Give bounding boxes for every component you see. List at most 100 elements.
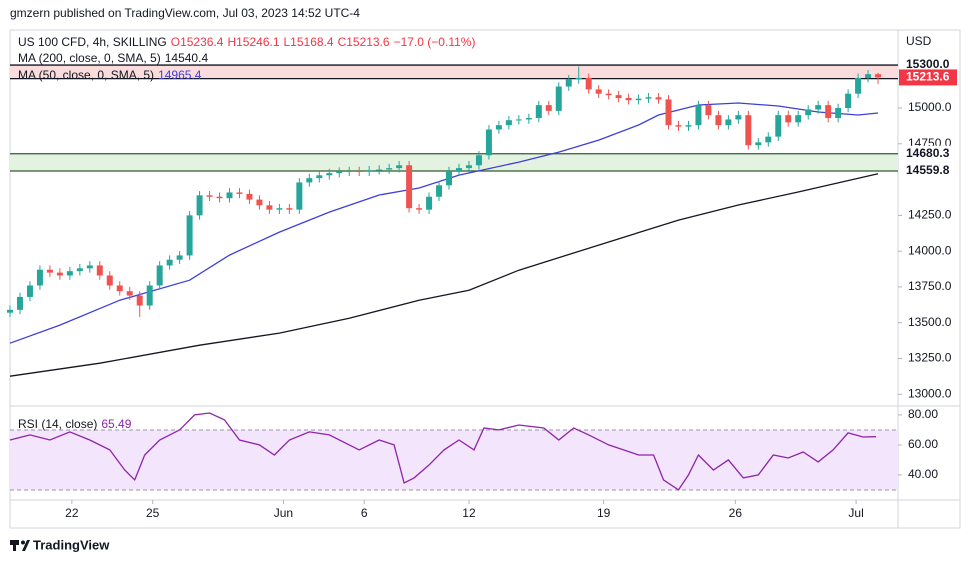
y-tick-label: 60.00: [908, 437, 938, 451]
price-pane: 13000.0 13250.0 13500.0 13750.0 14000.0 14250…: [7, 57, 957, 520]
candle-body: [96, 265, 103, 276]
candle-body: [455, 168, 462, 171]
candle-body: [76, 268, 83, 272]
candle-body: [176, 255, 183, 260]
candle-body: [386, 168, 393, 170]
candle-body: [765, 136, 772, 143]
legend-ma50: MA (50, close, 0, SMA, 5) 14965.4: [18, 68, 205, 82]
candle-body: [356, 170, 363, 172]
candle-body: [815, 105, 822, 110]
candle-body: [585, 77, 592, 90]
y-tick-label: 15000.0: [908, 100, 952, 114]
ma-name: MA (50, close, 0, SMA, 5): [18, 68, 155, 82]
candle-body: [296, 182, 303, 210]
candle-body: [755, 142, 762, 146]
candle-body: [535, 105, 542, 119]
level-label-box: [899, 145, 957, 162]
x-tick-label: Jul: [848, 506, 863, 520]
candle-body: [575, 77, 582, 80]
candle-body: [396, 165, 403, 169]
candle-body: [136, 295, 143, 306]
candle-body: [236, 192, 243, 194]
candle-body: [495, 125, 502, 130]
ohlc-high: H15246.1: [227, 35, 280, 49]
candle-body: [645, 97, 652, 99]
level-label: 14680.3: [906, 146, 950, 160]
x-tick-label: 19: [597, 506, 611, 520]
ohlc-change: −17.0 (−0.11%): [393, 35, 476, 49]
brand-logo: [10, 540, 30, 551]
x-tick-label: 25: [146, 506, 160, 520]
level-label-box: [899, 163, 957, 180]
candle-body: [675, 125, 682, 127]
candle-body: [795, 115, 802, 123]
candle-body: [316, 175, 323, 179]
candle-body: [216, 196, 223, 199]
candle-body: [835, 108, 842, 119]
rsi-value: 65.49: [101, 417, 132, 431]
candle-body: [825, 105, 832, 119]
candle-body: [246, 193, 253, 200]
x-tick-label: 12: [462, 506, 476, 520]
candle-body: [86, 265, 93, 269]
x-tick-label: 6: [361, 506, 368, 520]
last-price-label: 15213.6: [906, 70, 950, 84]
candle-body: [865, 74, 872, 78]
candle-body: [166, 259, 173, 266]
brand: TradingView: [33, 537, 110, 552]
candle-body: [406, 165, 413, 209]
candle-body: [306, 178, 313, 183]
y-tick-label: 13000.0: [908, 386, 952, 400]
zone: [10, 65, 898, 79]
candle-body: [346, 170, 353, 172]
candle-body: [505, 120, 512, 126]
candle-body: [855, 77, 862, 94]
ohlc-open: O15236.4: [170, 35, 224, 49]
candle-body: [286, 208, 293, 210]
legend-ma200: MA (200, close, 0, SMA, 5) 14540.4: [18, 51, 212, 65]
candle-body: [515, 119, 522, 121]
candle-body: [875, 74, 882, 78]
candle-body: [705, 105, 712, 116]
level-label-box: [899, 57, 957, 74]
symbol: US 100 CFD, 4h, SKILLING: [18, 35, 167, 49]
candle-body: [595, 89, 602, 94]
candle-body: [256, 199, 263, 206]
candle-body: [156, 265, 163, 286]
candle-body: [475, 155, 482, 166]
rsi-name: RSI (14, close): [18, 417, 98, 431]
candle-body: [66, 271, 73, 276]
candle-body: [605, 93, 612, 96]
y-tick-label: 14000.0: [908, 243, 952, 257]
candle-body: [615, 95, 622, 98]
candle-body: [785, 115, 792, 123]
legend-symbol: US 100 CFD, 4h, SKILLING O15236.4 H15246.1…: [18, 35, 479, 49]
candle-body: [56, 272, 63, 276]
rsi-line: [9, 412, 877, 491]
zone: [10, 153, 898, 172]
candle-body: [326, 173, 333, 176]
candle-body: [16, 296, 23, 310]
candle-body: [725, 119, 732, 126]
candle-body: [266, 205, 273, 210]
candle-body: [186, 215, 193, 256]
y-tick-label: 40.00: [908, 467, 938, 481]
candle-body: [276, 208, 283, 210]
publisher: gmzern published on TradingView.com, Jul…: [10, 6, 360, 20]
ohlc-close: C15213.6: [337, 35, 390, 49]
rsi-band: [10, 429, 898, 490]
level-label: 15300.0: [906, 57, 950, 71]
currency: USD: [906, 34, 932, 48]
candle-body: [845, 93, 852, 109]
ma-line: [9, 102, 879, 344]
candle-body: [436, 185, 443, 197]
candle-body: [7, 309, 13, 313]
y-tick-label: 13750.0: [908, 279, 952, 293]
candle-body: [336, 171, 343, 174]
candle-body: [206, 195, 213, 197]
candle-body: [376, 169, 383, 171]
candle-body: [665, 99, 672, 126]
ma-value: 14540.4: [164, 51, 209, 65]
